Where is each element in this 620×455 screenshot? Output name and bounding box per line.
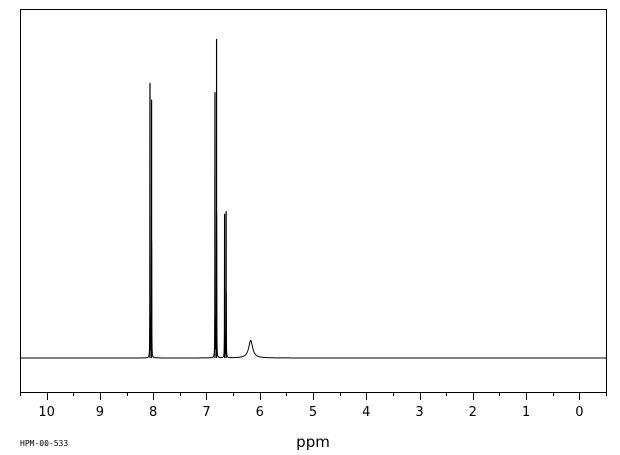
x-tick-label: 5 xyxy=(309,405,317,420)
x-tick-label: 4 xyxy=(362,405,370,420)
x-axis-ticks xyxy=(20,392,607,400)
x-axis-tick-labels: 10 9 8 7 6 5 4 3 2 1 0 xyxy=(38,405,583,420)
x-tick-label: 1 xyxy=(522,405,530,420)
x-axis-title: ppm xyxy=(296,433,330,451)
spectrum-line xyxy=(20,82,606,359)
x-tick-label: 3 xyxy=(415,405,423,420)
plot-frame xyxy=(20,9,607,393)
spectrum-id-label: HPM-00-533 xyxy=(20,439,68,448)
x-tick-label: 9 xyxy=(96,405,104,420)
x-tick-label: 0 xyxy=(575,405,583,420)
x-tick-label: 2 xyxy=(469,405,477,420)
x-tick-label: 8 xyxy=(149,405,157,420)
x-tick-label: 10 xyxy=(38,405,55,420)
x-tick-label: 6 xyxy=(256,405,264,420)
x-tick-label: 7 xyxy=(202,405,210,420)
